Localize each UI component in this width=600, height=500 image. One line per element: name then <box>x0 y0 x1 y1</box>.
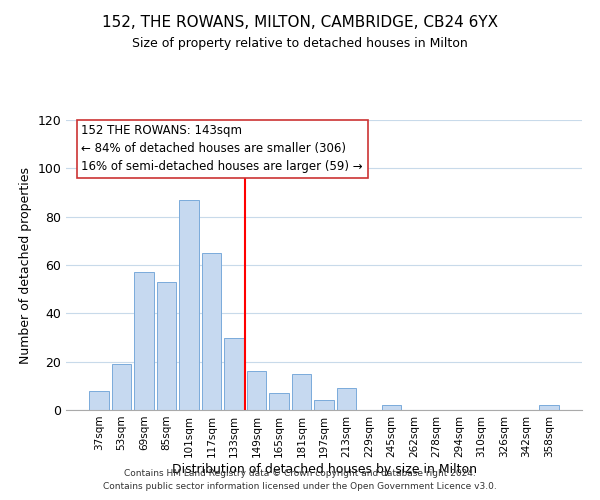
X-axis label: Distribution of detached houses by size in Milton: Distribution of detached houses by size … <box>172 462 476 475</box>
Bar <box>382 405 401 410</box>
Bar <box>112 364 131 410</box>
Bar <box>134 272 154 410</box>
Bar <box>539 405 559 410</box>
Bar <box>247 372 266 410</box>
Text: Contains HM Land Registry data © Crown copyright and database right 2024.: Contains HM Land Registry data © Crown c… <box>124 468 476 477</box>
Bar <box>202 253 221 410</box>
Bar <box>337 388 356 410</box>
Text: Contains public sector information licensed under the Open Government Licence v3: Contains public sector information licen… <box>103 482 497 491</box>
Text: 152, THE ROWANS, MILTON, CAMBRIDGE, CB24 6YX: 152, THE ROWANS, MILTON, CAMBRIDGE, CB24… <box>102 15 498 30</box>
Bar <box>314 400 334 410</box>
Bar <box>292 374 311 410</box>
Y-axis label: Number of detached properties: Number of detached properties <box>19 166 32 364</box>
Bar <box>157 282 176 410</box>
Bar <box>224 338 244 410</box>
Text: Size of property relative to detached houses in Milton: Size of property relative to detached ho… <box>132 38 468 51</box>
Text: 152 THE ROWANS: 143sqm
← 84% of detached houses are smaller (306)
16% of semi-de: 152 THE ROWANS: 143sqm ← 84% of detached… <box>82 124 363 174</box>
Bar <box>179 200 199 410</box>
Bar <box>269 393 289 410</box>
Bar <box>89 390 109 410</box>
